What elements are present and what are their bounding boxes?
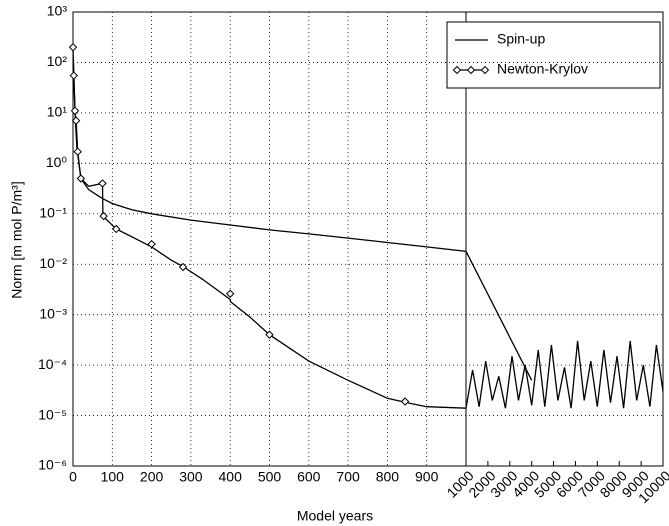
marker (69, 71, 78, 80)
marker (178, 262, 188, 272)
x-tick-label: 100 (101, 469, 125, 485)
y-tick-label: 10⁻⁵ (38, 406, 67, 422)
legend-label: Spin-up (497, 31, 545, 47)
x-tick-label: 900 (415, 469, 439, 485)
y-tick-label: 10⁻⁴ (38, 356, 67, 372)
marker (112, 224, 121, 234)
x-tick-label: 200 (140, 469, 164, 485)
marker (76, 174, 86, 183)
marker (73, 147, 82, 156)
series-line (72, 62, 533, 381)
legend-marker (480, 65, 490, 75)
x-tick-label: 500 (258, 469, 282, 485)
y-tick-label: 10² (47, 53, 68, 69)
y-tick-label: 10³ (47, 3, 68, 19)
series-line (72, 47, 664, 409)
y-tick-label: 10⁻³ (39, 305, 67, 321)
y-tick-label: 10⁰ (46, 154, 68, 170)
plot-frame (72, 11, 664, 467)
y-tick-label: 10¹ (47, 104, 68, 120)
x-tick-label: 0 (69, 469, 77, 485)
marker (225, 289, 235, 298)
marker (99, 211, 108, 221)
marker (98, 179, 107, 188)
legend-marker (466, 65, 476, 75)
legend-label: Newton-Krylov (497, 61, 588, 77)
y-tick-label: 10⁻² (39, 255, 67, 271)
x-tick-label: 600 (297, 469, 321, 485)
marker (71, 116, 81, 125)
y-tick-label: 10⁻⁶ (38, 457, 67, 473)
x-tick-label: 700 (336, 469, 360, 485)
x-tick-label: 400 (219, 469, 243, 485)
y-tick-label: 10⁻¹ (39, 204, 67, 220)
legend-marker (452, 65, 462, 75)
x-tick-label: 300 (179, 469, 203, 485)
legend (446, 21, 661, 89)
marker (147, 239, 156, 249)
marker (70, 106, 80, 116)
x-tick-label: 800 (376, 469, 400, 485)
y-axis-label: Norm [m mol P/m³] (9, 181, 25, 298)
x-axis-label: Model years (297, 508, 373, 524)
marker (68, 43, 78, 52)
marker (400, 397, 410, 406)
marker (265, 330, 274, 339)
